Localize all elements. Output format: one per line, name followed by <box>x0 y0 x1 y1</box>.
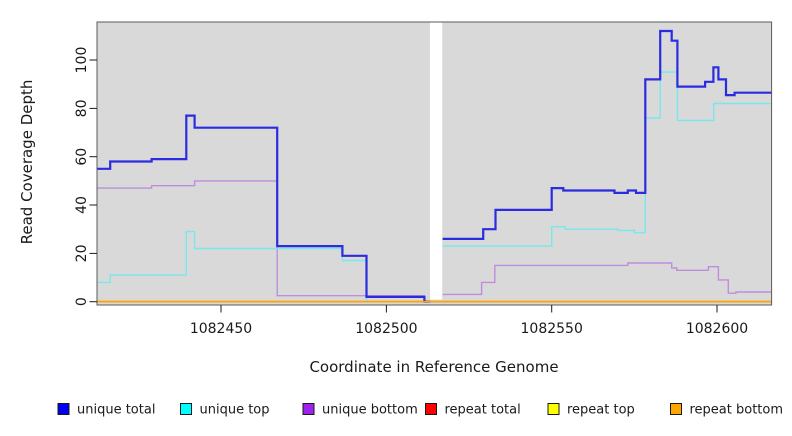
legend-label: unique total <box>77 403 155 418</box>
x-axis-title: Coordinate in Reference Genome <box>309 358 558 376</box>
x-tick-label: 1082600 <box>686 321 748 337</box>
gap-band <box>430 21 443 300</box>
legend-swatch-unique-top <box>180 403 192 415</box>
series-line-unique-top <box>442 71 772 247</box>
legend-swatch-repeat-total <box>425 403 437 415</box>
legend-swatch-unique-total <box>57 403 70 415</box>
legend-label: repeat bottom <box>690 403 784 418</box>
legend: unique total unique top unique bottom repea… <box>57 403 784 418</box>
legend-item: unique bottom <box>302 403 418 418</box>
legend-item: repeat bottom <box>670 403 784 418</box>
x-tick-label: 1082500 <box>355 321 417 337</box>
y-tick-label: 40 <box>74 196 90 214</box>
axes-group: 1082450 1082500 1082550 1082600 0 20 40 60 80 100 <box>74 21 773 337</box>
y-tick-label: 0 <box>74 297 90 306</box>
legend-item: repeat total <box>425 403 521 418</box>
legend-swatch-repeat-bottom <box>670 403 682 415</box>
legend-swatch-repeat-top <box>547 403 560 415</box>
series-line-unique-total <box>442 29 772 240</box>
legend-item: repeat top <box>547 403 635 418</box>
y-tick-label: 60 <box>74 148 90 166</box>
y-axis-title: Read Coverage Depth <box>18 80 36 245</box>
x-tick-label: 1082450 <box>190 321 252 337</box>
legend-item: unique top <box>180 403 270 418</box>
series-line-unique-bottom <box>442 262 772 296</box>
y-tick-label: 80 <box>74 99 90 117</box>
legend-label: unique bottom <box>322 403 418 418</box>
legend-label: unique top <box>200 403 270 418</box>
legend-label: repeat top <box>567 403 635 418</box>
legend-label: repeat total <box>445 403 521 418</box>
legend-item: unique total <box>57 403 155 418</box>
y-tick-label: 20 <box>74 244 90 262</box>
y-tick-label: 100 <box>74 47 90 74</box>
series-line-unique-total <box>97 114 431 303</box>
gap-band-group <box>430 21 443 300</box>
plot-panel-border <box>96 21 773 306</box>
legend-swatch-unique-bottom <box>302 403 315 415</box>
x-tick-label: 1082550 <box>521 321 583 337</box>
series-group <box>97 29 772 303</box>
